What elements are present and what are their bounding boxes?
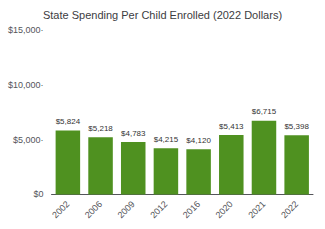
svg-text:2016: 2016 <box>181 199 202 220</box>
svg-text:2006: 2006 <box>83 199 104 220</box>
svg-text:2020: 2020 <box>214 199 235 220</box>
svg-text:2009: 2009 <box>116 199 137 220</box>
svg-text:$0: $0 <box>34 189 44 199</box>
svg-text:2012: 2012 <box>148 199 169 220</box>
svg-text:$6,715: $6,715 <box>252 107 277 116</box>
svg-text:$5,413: $5,413 <box>219 122 244 131</box>
svg-text:$5,398: $5,398 <box>284 122 309 131</box>
svg-text:$5,000·: $5,000· <box>13 135 44 145</box>
svg-text:$5,218: $5,218 <box>88 124 113 133</box>
svg-text:$15,000·: $15,000· <box>8 25 44 35</box>
svg-text:2022: 2022 <box>279 199 300 220</box>
svg-text:2021: 2021 <box>246 199 267 220</box>
svg-text:$5,824: $5,824 <box>56 117 81 126</box>
svg-text:$4,215: $4,215 <box>154 135 179 144</box>
svg-text:State Spending Per Child Enrol: State Spending Per Child Enrolled (2022 … <box>43 9 282 21</box>
svg-text:$4,783: $4,783 <box>121 129 146 138</box>
svg-text:$10,000·: $10,000· <box>8 80 44 90</box>
svg-text:2002: 2002 <box>50 199 71 220</box>
svg-text:$4,120: $4,120 <box>186 136 211 145</box>
